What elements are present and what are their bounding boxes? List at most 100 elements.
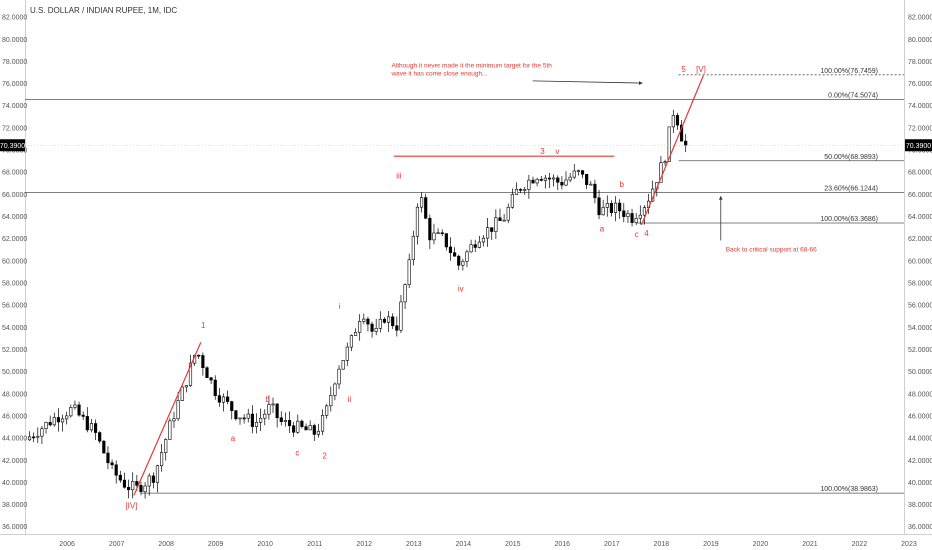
y-tick-label-right: 62.0000 xyxy=(908,236,932,243)
candle-body xyxy=(296,420,300,433)
last-price-tag-left xyxy=(0,139,25,152)
x-tick-label: 2021 xyxy=(802,541,818,548)
candle-body xyxy=(98,432,102,442)
candle-body xyxy=(432,232,436,241)
y-tick-label-left: 58.0000 xyxy=(2,281,27,288)
candle-body xyxy=(386,316,391,323)
y-tick-label-left: 54.0000 xyxy=(2,325,27,332)
candle-body xyxy=(362,318,366,322)
candle-body xyxy=(399,301,403,331)
candlestick-series xyxy=(27,109,688,499)
y-tick-label-right: 68.0000 xyxy=(908,170,932,177)
last-price-label-left: 70.3900 xyxy=(0,143,25,150)
candle-body xyxy=(69,407,73,417)
candle-body xyxy=(168,420,172,440)
candle-body xyxy=(205,367,209,379)
x-tick-label: 2010 xyxy=(257,541,273,548)
y-tick-label-right: 54.0000 xyxy=(908,325,932,332)
candle-body xyxy=(325,405,329,416)
candle-body xyxy=(444,233,448,248)
candle-body xyxy=(271,403,275,406)
candle-body xyxy=(65,415,69,420)
note-arrow xyxy=(532,80,643,84)
note-text: Back to critical support at 68-66 xyxy=(726,246,817,253)
y-tick-label-left: 62.0000 xyxy=(2,236,27,243)
candle-body xyxy=(580,170,585,175)
candle-body xyxy=(556,177,560,183)
candle-body xyxy=(102,440,106,454)
candle-body xyxy=(143,485,147,493)
y-tick-label-right: 82.0000 xyxy=(908,15,932,22)
candle-body xyxy=(519,189,523,191)
candle-body xyxy=(634,217,638,223)
candle-body xyxy=(221,396,226,403)
candle-body xyxy=(292,425,296,433)
wave-label: ii xyxy=(348,395,352,404)
wave-label: iii xyxy=(396,171,402,180)
y-tick-label-right: 76.0000 xyxy=(908,81,932,88)
candle-body xyxy=(391,316,395,327)
candle-body xyxy=(304,426,308,431)
y-tick-label-right: 72.0000 xyxy=(908,125,932,132)
candle-body xyxy=(552,177,556,180)
candle-body xyxy=(254,422,259,427)
y-tick-label-right: 36.0000 xyxy=(908,524,932,531)
candle-body xyxy=(609,203,613,213)
x-tick-label: 2008 xyxy=(158,541,174,548)
candle-body xyxy=(457,255,461,266)
candle-body xyxy=(407,259,411,285)
candle-body xyxy=(176,400,180,420)
y-tick-label-left: 36.0000 xyxy=(2,524,27,531)
candle-body xyxy=(593,183,597,199)
candle-body xyxy=(605,203,609,208)
candle-body xyxy=(333,383,337,396)
trend-line xyxy=(640,75,704,226)
chart-notes: Although it never made it the minimum ta… xyxy=(390,63,817,254)
candle-body xyxy=(213,379,217,396)
candle-body xyxy=(52,417,56,426)
x-tick-label: 2013 xyxy=(406,541,422,548)
y-tick-label-right: 44.0000 xyxy=(908,436,932,443)
wave-label: v xyxy=(555,147,559,156)
candle-body xyxy=(560,181,564,186)
candle-body xyxy=(114,464,118,476)
candle-body xyxy=(642,207,647,216)
x-tick-label: 2006 xyxy=(59,541,75,548)
level-label: 100.00%(38.9863) xyxy=(820,486,878,493)
candle-body xyxy=(230,401,234,412)
candle-body xyxy=(564,179,568,186)
candle-body xyxy=(77,404,81,416)
level-label: 100.00%(63.3686) xyxy=(820,216,878,223)
candle-body xyxy=(275,403,279,419)
wave-label: a xyxy=(600,225,605,234)
x-tick-label: 2020 xyxy=(753,541,769,548)
chart-title: U.S. DOLLAR / INDIAN RUPEE, 1M, IDC xyxy=(30,6,177,15)
candle-body xyxy=(267,404,271,415)
y-tick-label-right: 42.0000 xyxy=(908,458,932,465)
level-label: 23.60%(66.1244) xyxy=(824,186,878,193)
candle-body xyxy=(630,213,634,223)
candle-body xyxy=(684,140,688,146)
candle-body xyxy=(622,210,626,217)
candle-body xyxy=(453,252,457,257)
candle-body xyxy=(659,162,663,183)
y-tick-label-left: 48.0000 xyxy=(2,391,27,398)
wave-label: i xyxy=(339,302,341,311)
candle-body xyxy=(118,474,122,481)
y-tick-label-right: 78.0000 xyxy=(908,59,932,66)
candle-body xyxy=(85,416,89,431)
y-tick-label-left: 68.0000 xyxy=(2,170,27,177)
candle-body xyxy=(135,481,139,486)
candle-body xyxy=(358,321,362,333)
candle-body xyxy=(217,395,221,403)
y-tick-label-right: 60.0000 xyxy=(908,258,932,265)
candle-body xyxy=(201,355,205,369)
time-axis[interactable]: 2006 2007 2008 2009 2010 2011 2012 2013 2014 2015… xyxy=(59,541,917,548)
x-tick-label: 2018 xyxy=(654,541,670,548)
candle-body xyxy=(81,414,85,417)
wave-label: [IV] xyxy=(125,502,137,511)
y-tick-label-right: 40.0000 xyxy=(908,480,932,487)
